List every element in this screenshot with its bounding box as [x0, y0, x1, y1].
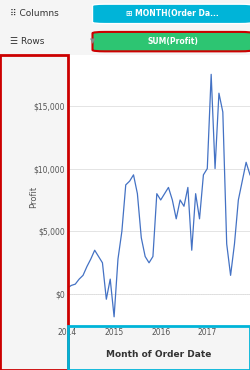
FancyBboxPatch shape: [92, 4, 250, 24]
Text: ⠿ Columns: ⠿ Columns: [10, 9, 59, 18]
Text: ⊞ MONTH(Order Da...: ⊞ MONTH(Order Da...: [126, 9, 219, 18]
Text: Month of Order Date: Month of Order Date: [106, 350, 212, 359]
Text: Profit: Profit: [29, 186, 38, 208]
FancyBboxPatch shape: [92, 32, 250, 51]
Text: SUM(Profit): SUM(Profit): [147, 37, 198, 46]
Text: ▼: ▼: [90, 38, 95, 45]
Text: ☰ Rows: ☰ Rows: [10, 37, 44, 46]
